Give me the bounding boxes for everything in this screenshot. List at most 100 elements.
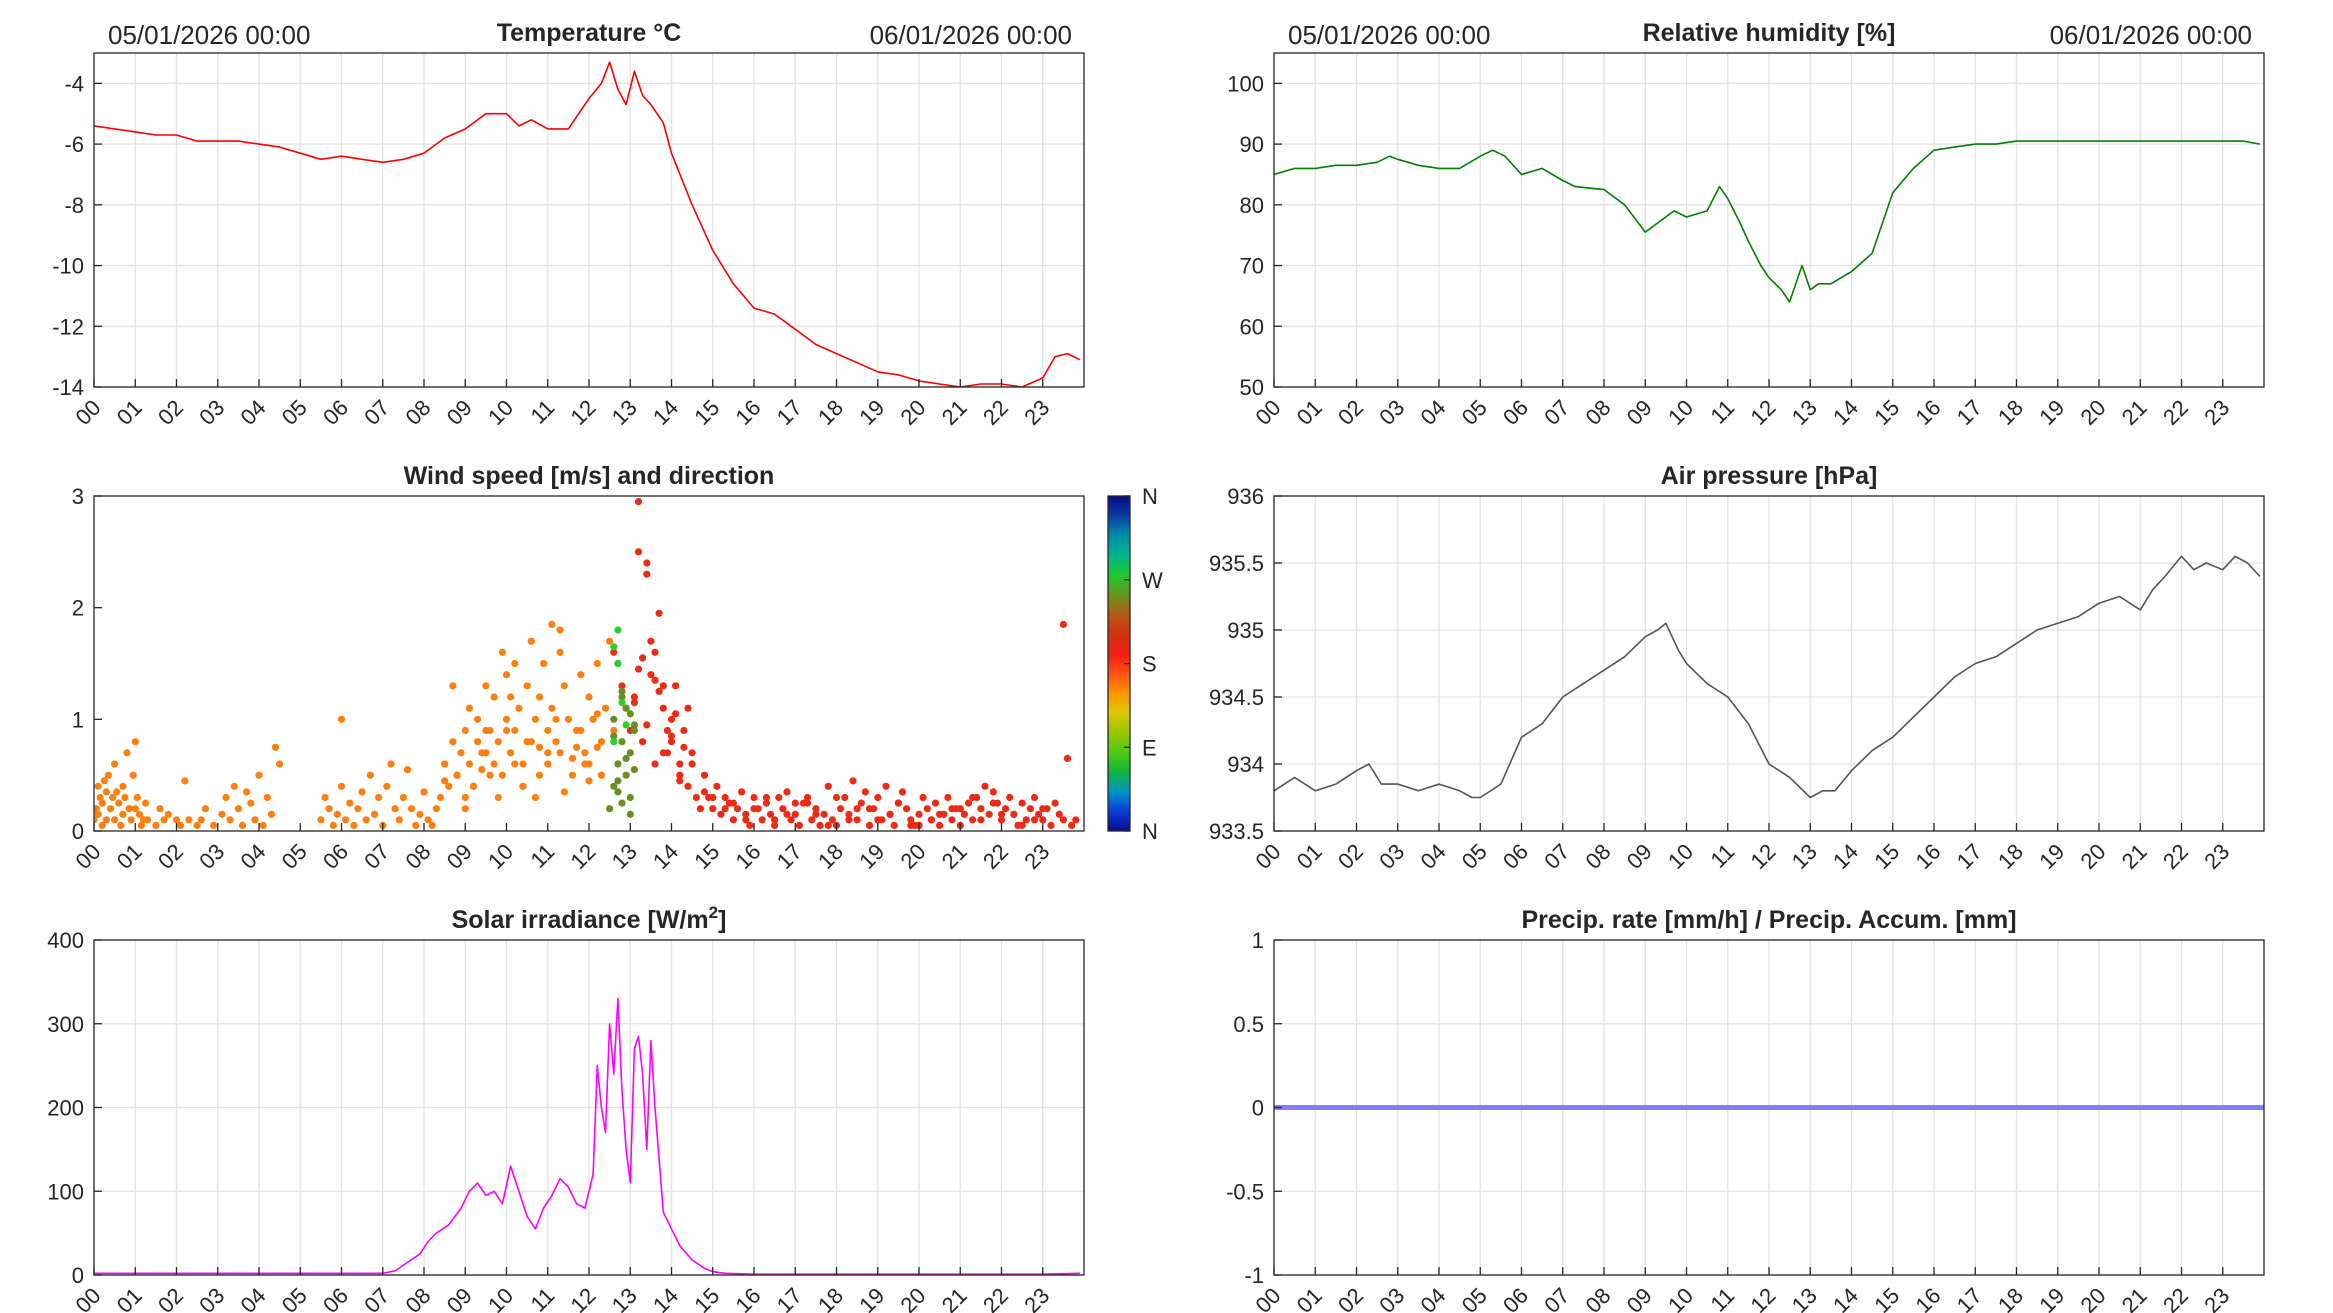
wind-point-southeast — [375, 793, 383, 802]
wind-point-south — [964, 799, 973, 807]
wind-point-south — [820, 810, 828, 818]
wind-point-south — [1010, 810, 1018, 818]
wind-point-southeast — [226, 816, 234, 824]
wind-point-southeast — [461, 805, 469, 813]
x-tick-label: 06 — [318, 839, 353, 874]
x-tick-label: 10 — [483, 395, 518, 430]
wind-point-southeast — [403, 766, 412, 774]
y-tick-label: 1 — [1252, 928, 1264, 953]
wind-point-south — [936, 821, 944, 830]
wind-point-south — [841, 793, 849, 802]
x-tick-label: 07 — [359, 395, 394, 430]
wind-point-southeast — [100, 777, 108, 785]
wind-point-southeast — [133, 793, 141, 802]
wind-point-southeast — [123, 749, 131, 757]
x-tick-label: 09 — [442, 839, 477, 874]
wind-point-south — [985, 810, 993, 818]
x-tick-label: 09 — [1622, 1283, 1657, 1313]
wind-point-southeast — [478, 766, 486, 774]
wind-point-southwest — [614, 788, 622, 796]
wind-point-south — [676, 777, 684, 785]
x-tick-label: 03 — [1374, 1283, 1409, 1313]
wind-point-southeast — [593, 659, 601, 668]
x-tick-label: 10 — [1663, 395, 1698, 430]
wind-point-southeast — [523, 682, 531, 690]
x-tick-label: 08 — [401, 1283, 436, 1313]
wind-point-southeast — [527, 738, 535, 746]
wind-point-south — [779, 805, 787, 813]
wind-point-southeast — [511, 760, 519, 768]
wind-point-southeast — [102, 816, 110, 824]
wind-point-south — [882, 782, 890, 790]
x-tick-label: 13 — [1787, 839, 1822, 874]
wind-point-south — [923, 805, 931, 813]
x-tick-label: 18 — [1993, 1283, 2028, 1313]
wind-point-south — [1059, 816, 1067, 824]
wind-panel: 00 01 02 03 04 05 06 07 08 09 10 11 12 13 14 15 16 17 18 19… — [71, 462, 1163, 874]
wind-point-southwest — [630, 766, 639, 774]
y-tick-label: 70 — [1240, 254, 1264, 279]
wind-point-south — [672, 682, 680, 690]
y-tick-label: 935 — [1227, 618, 1264, 643]
x-tick-label: 14 — [648, 395, 683, 430]
wind-point-southeast — [478, 749, 486, 757]
y-tick-label: 0.5 — [1233, 1012, 1264, 1037]
wind-point-south — [692, 793, 700, 802]
wind-point-south — [672, 710, 680, 718]
wind-point-southeast — [453, 771, 461, 779]
wind-point-south — [824, 782, 832, 790]
wind-point-southeast — [560, 682, 568, 690]
wind-point-south — [688, 749, 696, 757]
x-tick-label: 13 — [607, 839, 642, 874]
wind-point-southeast — [420, 788, 428, 796]
y-tick-label: 936 — [1227, 484, 1264, 509]
wind-point-southeast — [531, 715, 540, 723]
wind-point-south — [659, 682, 667, 690]
x-tick-label: 07 — [1539, 395, 1574, 430]
x-tick-label: 10 — [483, 1283, 518, 1313]
wind-point-south — [1047, 821, 1055, 830]
wind-point-south — [1039, 816, 1047, 824]
wind-point-southeast — [568, 771, 577, 779]
wind-point-southeast — [113, 788, 121, 796]
temperature-series-line — [94, 61, 1081, 387]
x-tick-label: 14 — [648, 1283, 683, 1313]
solar-data-layer — [94, 997, 1080, 1275]
wind-point-southeast — [581, 749, 589, 757]
wind-point-south — [729, 816, 738, 824]
wind-point-south — [1059, 620, 1067, 629]
wind-point-south — [865, 821, 874, 830]
wind-point-south — [997, 810, 1006, 818]
x-tick-label: 21 — [2117, 839, 2152, 874]
wind-point-southeast — [573, 743, 581, 751]
wind-point-south — [956, 805, 964, 813]
wind-point-southeast — [502, 671, 511, 679]
wind-point-south — [684, 782, 692, 790]
wind-point-southwest — [622, 754, 630, 763]
wind-point-southeast — [115, 799, 123, 807]
x-tick-label: 12 — [1746, 395, 1781, 430]
wind-point-southeast — [234, 805, 242, 813]
wind-point-southeast — [441, 760, 449, 768]
wind-point-southeast — [119, 782, 127, 790]
wind-point-southeast — [465, 760, 473, 768]
wind-point-southeast — [131, 738, 139, 746]
wind-point-south — [931, 799, 940, 807]
x-tick-label: 17 — [1952, 839, 1987, 874]
wind-point-southwest — [618, 693, 626, 701]
wind-point-south — [989, 799, 997, 807]
wind-point-southeast — [408, 805, 416, 813]
wind-point-south — [746, 821, 754, 830]
x-tick-label: 15 — [1869, 395, 1904, 430]
y-tick-label: 50 — [1240, 375, 1264, 400]
wind-point-south — [1030, 793, 1039, 802]
wind-point-southeast — [329, 821, 337, 830]
wind-point-south — [969, 816, 977, 824]
x-tick-label: 19 — [2034, 1283, 2069, 1313]
wind-point-south — [1039, 805, 1047, 813]
x-tick-label: 11 — [525, 395, 559, 429]
x-tick-label: 22 — [2158, 395, 2193, 430]
wind-point-south — [828, 816, 837, 824]
wind-point-south — [837, 805, 845, 813]
